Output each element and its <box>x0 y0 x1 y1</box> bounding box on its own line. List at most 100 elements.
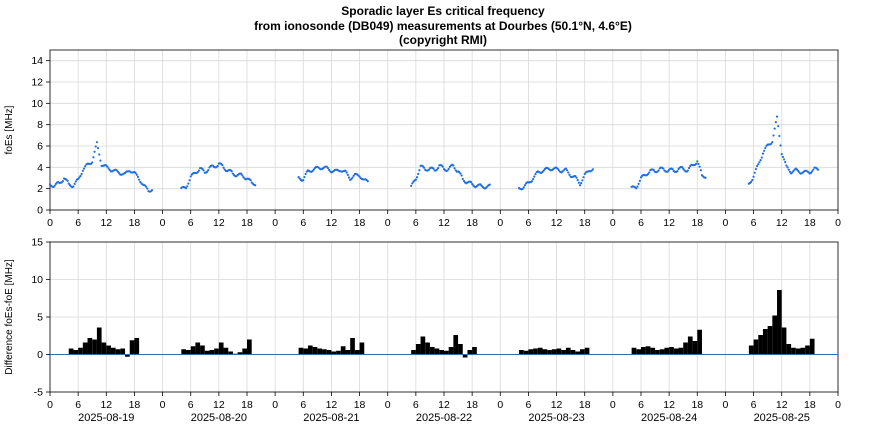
foes-point <box>471 182 474 185</box>
foes-point <box>461 177 464 181</box>
foes-xtick-label: 18 <box>241 217 253 229</box>
foes-xtick-label: 18 <box>579 217 591 229</box>
diff-bar <box>242 348 247 355</box>
foes-point <box>189 175 192 178</box>
diff-xtick-label: 0 <box>723 399 729 411</box>
diff-xtick-label: 6 <box>526 399 532 411</box>
diff-bar <box>326 350 332 355</box>
foes-point <box>782 158 786 161</box>
diff-date-label: 2025-08-22 <box>416 412 472 424</box>
foes-xtick-label: 12 <box>326 217 338 229</box>
foes-point <box>755 164 759 168</box>
foes-point <box>459 172 462 175</box>
foes-xtick-label: 12 <box>776 217 788 229</box>
foes-point <box>577 181 580 184</box>
diff-panel: -5 0 5 10 15 0 6 12 18 0 6 12 18 0 6 12 18 0 6 12 18 0 6 12 18 0 6… <box>4 237 841 425</box>
foes-point <box>422 166 426 169</box>
foes-xtick-label: 6 <box>751 217 757 229</box>
diff-bar <box>190 346 196 355</box>
foes-point <box>488 183 491 186</box>
diff-bar <box>87 338 93 355</box>
diff-xtick-label: 0 <box>497 399 503 411</box>
foes-point <box>648 171 651 174</box>
foes-point <box>759 159 762 162</box>
diff-bar <box>683 342 688 355</box>
diff-bar <box>134 338 140 355</box>
diff-xtick-label: 12 <box>326 399 338 411</box>
diff-bar <box>218 342 224 355</box>
foes-point <box>99 159 102 162</box>
diff-bar <box>758 335 763 355</box>
diff-bar <box>322 349 327 355</box>
foes-point <box>138 178 141 181</box>
foes-point <box>414 178 417 181</box>
foes-point <box>785 164 788 167</box>
foes-point <box>79 174 82 178</box>
diff-bar <box>340 346 346 355</box>
foes-point <box>639 176 643 179</box>
diff-bar <box>519 350 524 355</box>
foes-point <box>582 176 585 179</box>
foes-point <box>437 166 440 170</box>
foes-point <box>197 169 201 172</box>
foes-point <box>446 169 449 172</box>
foes-point <box>326 166 330 170</box>
foes-point <box>146 187 149 190</box>
diff-bar <box>678 347 684 355</box>
diff-bar <box>800 347 806 355</box>
foes-point <box>107 167 110 170</box>
diff-bar <box>528 349 534 355</box>
diff-bar <box>415 344 421 355</box>
diff-date-label: 2025-08-23 <box>528 412 584 424</box>
foes-point <box>358 175 361 178</box>
foes-point <box>81 169 84 172</box>
foes-point <box>186 185 189 188</box>
foes-point <box>770 142 773 145</box>
diff-series <box>68 290 815 358</box>
diff-xtick-label: 6 <box>75 399 81 411</box>
diff-bar <box>228 351 233 355</box>
foes-xtick-label: 6 <box>300 217 306 229</box>
foes-point <box>784 161 787 164</box>
diff-bar <box>101 342 107 355</box>
foes-point <box>754 167 758 171</box>
foes-ytick-label: 6 <box>37 141 43 153</box>
foes-point <box>304 172 307 176</box>
foes-xtick-label: 0 <box>610 217 616 229</box>
foes-point <box>418 169 421 172</box>
foes-point <box>240 172 243 175</box>
foes-point <box>366 180 369 183</box>
diff-bar <box>181 349 187 355</box>
foes-ytick-label: 14 <box>31 55 43 67</box>
foes-xtick-label: 12 <box>551 217 563 229</box>
foes-point <box>435 168 439 171</box>
foes-xtick-label: 6 <box>526 217 532 229</box>
foes-point <box>778 134 781 138</box>
diff-xtick-label: 6 <box>413 399 419 411</box>
foes-point <box>698 165 701 168</box>
foes-point <box>657 169 660 172</box>
foes-point <box>671 168 674 171</box>
foes-point <box>82 167 86 170</box>
foes-point <box>523 184 527 187</box>
foes-point <box>77 177 80 181</box>
foes-point <box>591 168 595 171</box>
foes-point <box>521 187 524 191</box>
diff-bar <box>345 350 351 355</box>
diff-bar <box>542 349 548 355</box>
foes-point <box>432 167 435 170</box>
diff-bar <box>547 350 552 355</box>
diff-bar <box>551 349 557 355</box>
diff-bar <box>317 348 323 355</box>
diff-bar <box>805 345 810 355</box>
foes-point <box>696 160 699 163</box>
foes-point <box>652 169 655 172</box>
diff-bar <box>809 338 815 355</box>
diff-bar <box>439 350 444 355</box>
foes-point <box>312 168 315 171</box>
foes-point <box>581 179 584 182</box>
diff-bar <box>237 352 243 355</box>
foes-point <box>695 162 698 165</box>
foes-point <box>568 173 571 176</box>
diff-bar <box>762 329 768 355</box>
